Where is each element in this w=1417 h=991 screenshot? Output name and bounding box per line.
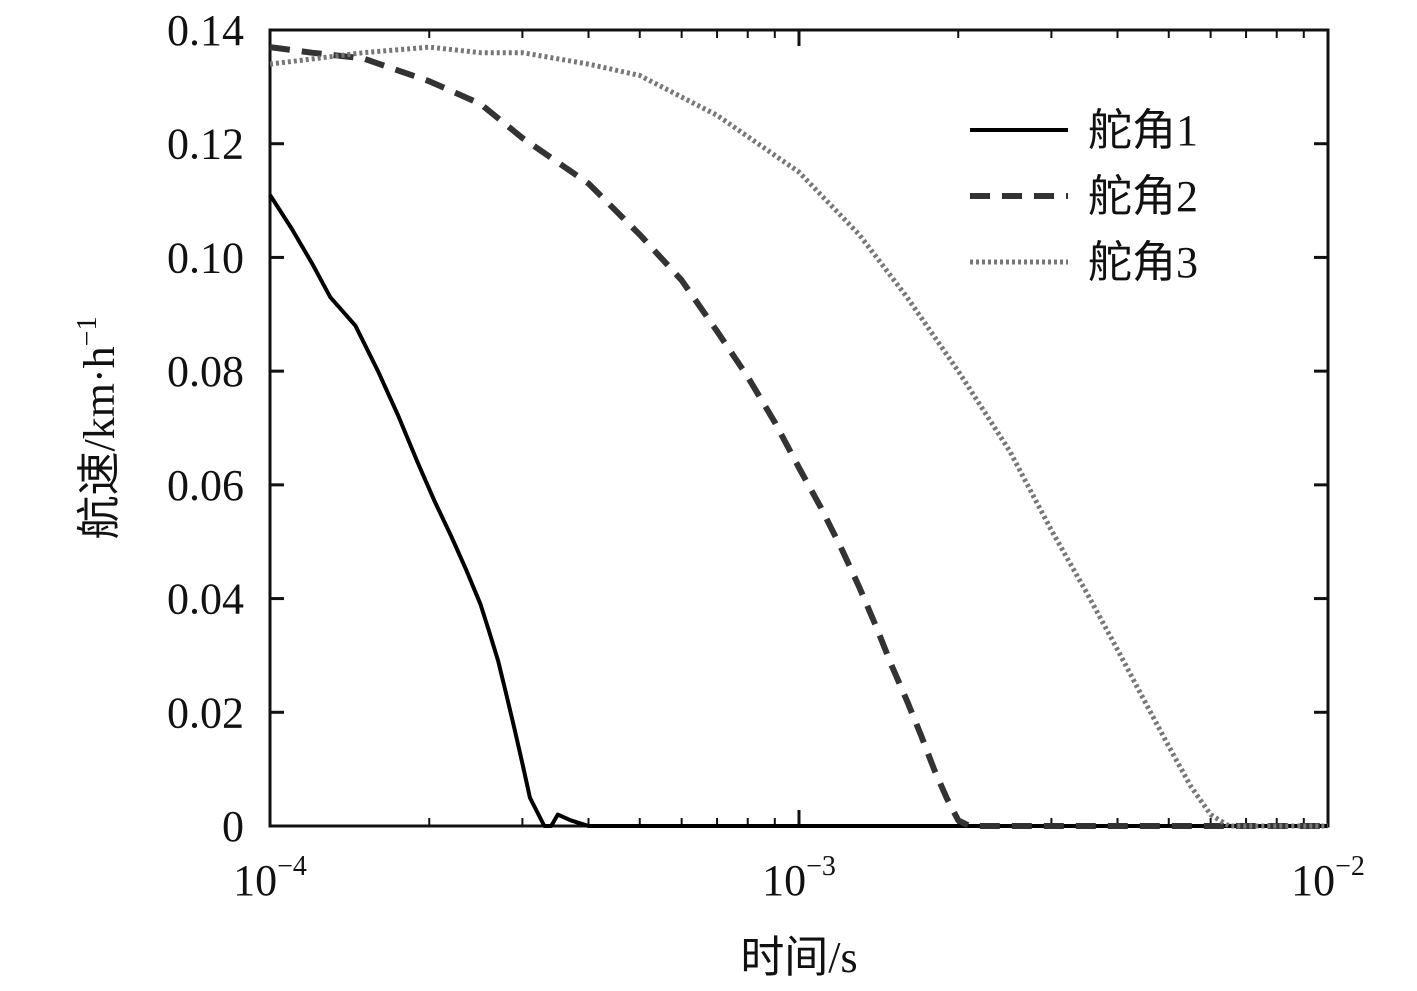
x-axis-title: 时间/s [740,933,857,982]
x-tick-label-exponent: −3 [806,851,836,882]
y-axis-title-exponent: −1 [72,317,103,347]
y-tick-label: 0.08 [167,347,244,396]
x-tick-label-exponent: −2 [1335,851,1365,882]
series-layer [268,44,1328,829]
y-tick-label: 0.12 [167,120,244,169]
x-tick-label: 10−3 [762,851,836,905]
y-axis-ticks: 0 0.02 0.04 0.06 0.08 0.10 0.12 0.14 [167,6,1328,851]
y-tick-label: 0.10 [167,233,244,282]
y-tick-label: 0 [222,802,244,851]
y-tick-label: 0.14 [167,6,244,55]
y-axis-title-main: 航速/km·h [75,346,124,539]
x-tick-label-base: 10 [233,856,277,905]
x-tick-label: 10−4 [233,851,307,905]
x-tick-label: 10−2 [1291,851,1365,905]
x-tick-label-base: 10 [762,856,806,905]
series-line-1 [268,193,1328,828]
legend: 舵角1 舵角2 舵角3 [970,106,1198,287]
series-line-3 [269,44,1328,829]
legend-label-series-3: 舵角3 [1088,238,1198,287]
y-axis-title: 航速/km·h−1 [72,317,124,540]
series-line-2 [269,44,1328,829]
x-tick-label-exponent: −4 [277,851,307,882]
x-axis-ticks: 10−4 10−3 10−2 [233,30,1365,905]
y-tick-label: 0.04 [167,575,244,624]
y-tick-label: 0.02 [167,688,244,737]
y-tick-label: 0.06 [167,461,244,510]
legend-label-series-2: 舵角2 [1088,172,1198,221]
legend-label-series-1: 舵角1 [1088,106,1198,155]
x-tick-label-base: 10 [1291,856,1335,905]
